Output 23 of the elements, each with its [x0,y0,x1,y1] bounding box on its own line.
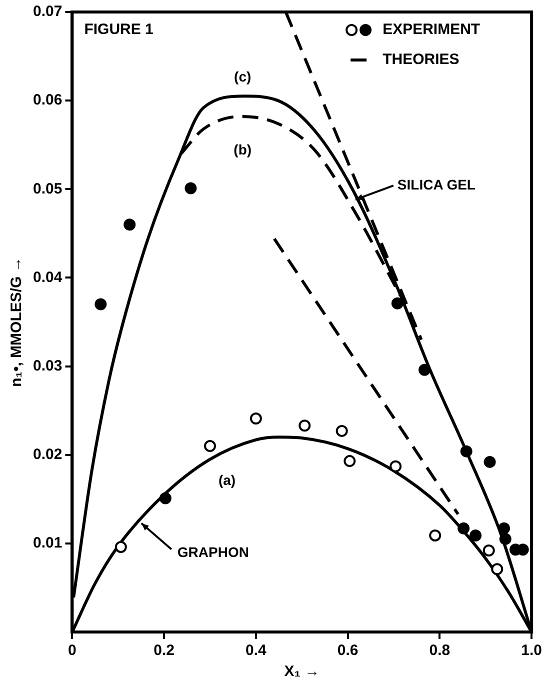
annotation: SILICA GEL [397,176,476,192]
y-tick-label: 0.03 [32,357,62,374]
x-tick-label: 0.8 [429,642,450,660]
y-tick-label: 0.07 [32,3,62,20]
legend-label: EXPERIMENT [382,21,480,38]
y-tick-label: 0.01 [32,534,62,552]
y-tick-label: 0.05 [32,180,62,198]
annotation: GRAPHON [177,544,249,560]
y-tick-label: 0.06 [32,92,62,109]
text: FIGURE 1 [84,21,154,38]
x-tick-label: 1.0 [521,642,542,660]
y-tick-label: 0.04 [32,268,63,286]
x-tick-label: 0.2 [154,642,174,660]
x-tick-label: 0 [68,642,76,660]
annotation: (a) [218,472,236,488]
annotation: (c) [234,68,252,85]
x-axis-title: X₁ → [284,663,320,680]
x-tick-label: 0.6 [337,642,358,660]
legend-label: THEORIES [382,51,460,68]
annotation: (b) [234,142,252,158]
x-tick-label: 0.4 [246,642,268,660]
y-tick-label: 0.02 [32,446,62,463]
y-axis-title: n₁•, MMOLES/G → [8,257,26,387]
